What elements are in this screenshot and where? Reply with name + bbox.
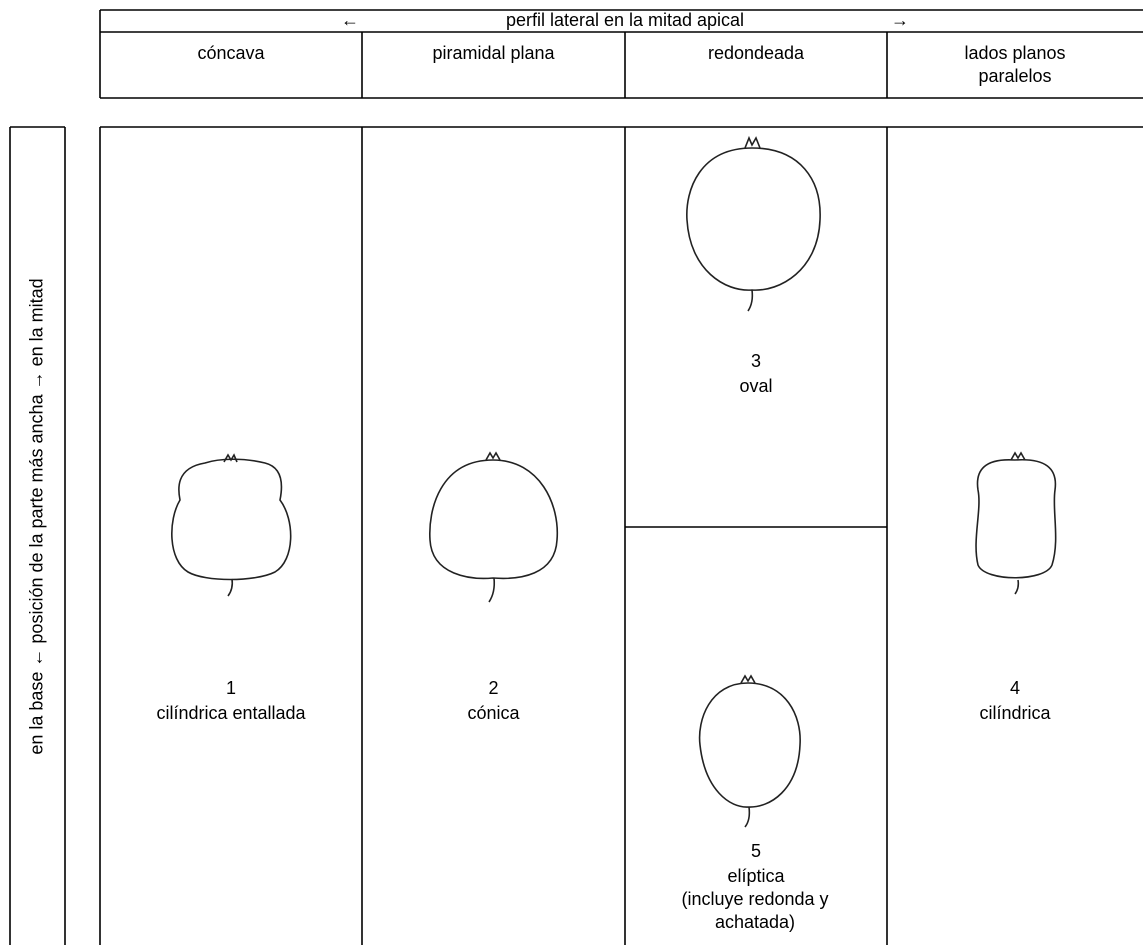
- header-title: perfil lateral en la mitad apical: [505, 10, 745, 30]
- column-header: cóncava: [197, 43, 265, 63]
- shape-number: 1: [225, 678, 236, 698]
- fruit-shapes: [171, 135, 1057, 828]
- column-header: redondeada: [707, 43, 805, 63]
- column-header: lados planos paralelos: [964, 43, 1066, 86]
- shape-label: elíptica: [727, 866, 785, 886]
- shape-label: cónica: [467, 703, 520, 723]
- shape-note: (incluye redonda y achatada): [681, 889, 829, 932]
- column-header: piramidal plana: [432, 43, 555, 63]
- shape-label: cilíndrica entallada: [156, 703, 306, 723]
- side-label: en la base ← posición de la parte más an…: [26, 278, 47, 755]
- shape-number: 2: [488, 678, 499, 698]
- shape-number: 3: [750, 351, 761, 371]
- table-lines: [9, 9, 1143, 945]
- shape-label: oval: [739, 376, 773, 396]
- shape-number: 4: [1009, 678, 1020, 698]
- arrow-right: →: [891, 10, 909, 30]
- shape-label: cilíndrica: [979, 703, 1051, 723]
- shape-number: 5: [750, 841, 761, 861]
- arrow-left: ←: [341, 10, 359, 30]
